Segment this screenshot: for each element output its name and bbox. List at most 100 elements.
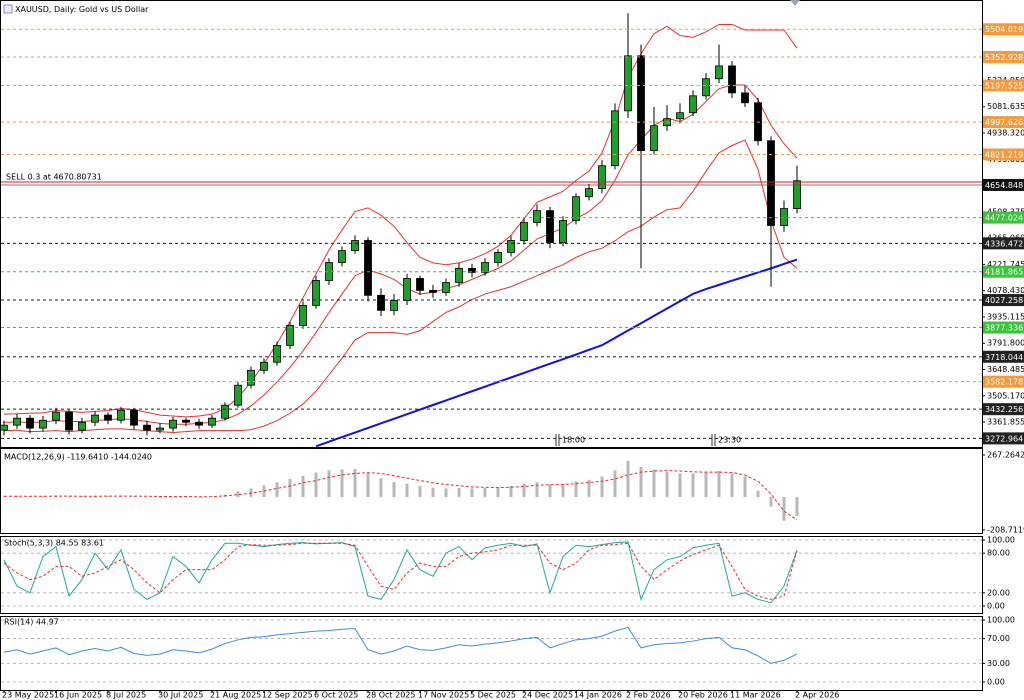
- y-tick-label: -208.7119: [987, 525, 1024, 534]
- macd-bar: [327, 470, 331, 498]
- session-marker-label: 23:30: [718, 436, 741, 445]
- level-label-box: [983, 79, 1024, 92]
- candle-body: [117, 409, 125, 421]
- level-label-box: [983, 116, 1024, 129]
- level-label: 3877.336: [985, 324, 1023, 333]
- candle-body: [78, 421, 86, 431]
- indicator-line: [3, 139, 798, 434]
- candle-body: [208, 417, 216, 426]
- candle-body: [689, 95, 697, 114]
- macd-bar: [236, 491, 240, 498]
- level-label-box: [983, 321, 1024, 334]
- macd-bar: [548, 484, 552, 498]
- y-tick-label: 0.00: [987, 677, 1005, 686]
- macd-bar: [392, 482, 396, 498]
- y-tick-label: 4938.320: [987, 128, 1024, 137]
- macd-bar: [600, 476, 604, 498]
- level-label: 5197.525: [985, 81, 1023, 90]
- candle-body: [156, 427, 164, 431]
- level-label-box: [983, 294, 1024, 307]
- candle-body: [546, 210, 554, 243]
- y-tick-label: 4221.745: [987, 260, 1024, 269]
- macd-bar: [405, 483, 409, 498]
- macd-bar: [535, 482, 539, 498]
- macd-bar: [210, 496, 214, 498]
- level-label: 4181.865: [985, 268, 1023, 277]
- macd-bar: [743, 476, 747, 498]
- candle-body: [221, 404, 229, 419]
- rsi-panel-frame: [0, 616, 983, 691]
- candle-body: [455, 267, 463, 283]
- y-tick-label: 4078.430: [987, 286, 1024, 295]
- y-tick-label: 80.00: [987, 549, 1010, 558]
- macd-bar: [665, 471, 669, 498]
- candle-body: [91, 414, 99, 423]
- symbol-icon: [3, 4, 13, 14]
- candle-body: [0, 424, 8, 431]
- candle-body: [195, 421, 203, 426]
- macd-bar: [795, 497, 799, 516]
- candle-body: [481, 262, 489, 273]
- candle-body: [650, 125, 658, 152]
- candle-body: [312, 280, 320, 306]
- x-tick-label: 24 Dec 2025: [522, 691, 573, 700]
- candle-body: [273, 345, 281, 363]
- macd-bar: [171, 497, 175, 498]
- candle-body: [247, 369, 255, 386]
- x-tick-label: 14 Jan 2026: [574, 691, 622, 700]
- candle-body: [169, 419, 177, 429]
- macd-bar: [470, 488, 474, 498]
- y-tick-label: 20.00: [987, 588, 1010, 597]
- x-tick-label: 17 Nov 2025: [418, 691, 469, 700]
- candle-body: [39, 419, 47, 429]
- macd-bar: [561, 484, 565, 498]
- y-tick-label: 0.00: [987, 602, 1005, 611]
- x-tick-label: 12 Sep 2025: [262, 691, 313, 700]
- macd-bar: [626, 460, 630, 498]
- level-label: 4821.219: [985, 150, 1023, 159]
- candle-body: [611, 110, 619, 167]
- macd-title: MACD(12,26,9) -119.6410 -144.0240: [4, 453, 152, 462]
- macd-bar: [678, 473, 682, 498]
- macd-bar: [106, 496, 110, 498]
- macd-bar: [782, 497, 786, 521]
- macd-bar: [275, 482, 279, 498]
- level-label-box: [983, 350, 1024, 363]
- stoch-title: Stoch(5,3,3) 84.55 83.61: [4, 539, 104, 548]
- level-label: 4027.258: [985, 296, 1023, 305]
- macd-bar: [704, 471, 708, 498]
- candle-body: [351, 240, 359, 251]
- price-panel-frame: [0, 0, 983, 448]
- macd-bar: [756, 490, 760, 498]
- candle-body: [52, 411, 60, 421]
- y-tick-label: 3648.485: [987, 365, 1024, 374]
- candle-body: [767, 140, 775, 226]
- macd-bar: [301, 475, 305, 498]
- indicator-line: [3, 542, 798, 600]
- macd-bar: [769, 497, 773, 507]
- macd-bar: [730, 473, 734, 498]
- x-tick-label: 21 Aug 2025: [210, 691, 261, 700]
- level-label: 4997.626: [985, 118, 1023, 127]
- y-tick-label: 70.00: [987, 634, 1010, 643]
- candle-body: [624, 55, 632, 112]
- rsi-title: RSI(14) 44.97: [4, 618, 59, 627]
- indicator-line: [315, 258, 798, 448]
- candle-body: [182, 419, 190, 423]
- candle-body: [702, 78, 710, 97]
- x-tick-label: 5 Dec 2025: [470, 691, 516, 700]
- candle-body: [377, 294, 385, 311]
- level-label-box: [983, 23, 1024, 36]
- x-tick-label: 2 Apr 2026: [795, 691, 839, 700]
- session-marker-label: 18:00: [562, 436, 585, 445]
- y-tick-label: 3505.170: [987, 391, 1024, 400]
- y-tick-label: 267.2642: [987, 450, 1024, 459]
- level-label-box: [983, 432, 1024, 445]
- chart-title: XAUUSD, Daily: Gold vs US Dollar: [15, 5, 149, 14]
- price-label-box: [983, 178, 1024, 191]
- candle-body: [338, 250, 346, 263]
- candle-body: [130, 409, 138, 426]
- level-label: 3432.256: [985, 405, 1023, 414]
